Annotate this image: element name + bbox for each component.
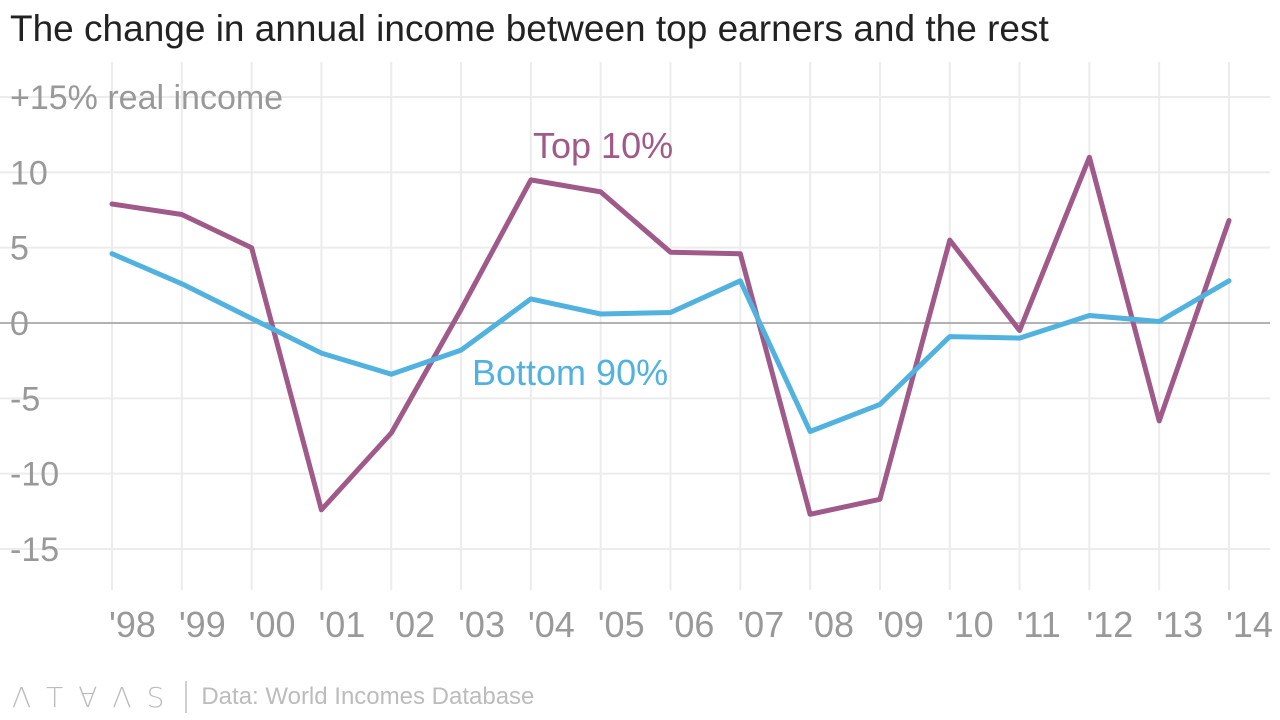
chart-title: The change in annual income between top …: [10, 8, 1049, 49]
y-tick-label: 10: [10, 154, 48, 192]
x-axis-labels: '98 '99 '00 '01 '02 '03 '04 '05 '06 '07 '08 '09 '10 '…: [109, 604, 1273, 645]
x-tick-label: '10: [947, 604, 994, 645]
x-tick-label: '03: [458, 604, 505, 645]
x-tick-label: '04: [528, 604, 575, 645]
x-tick-label: '98: [109, 604, 156, 645]
atlas-logo: ΛT∀ΛS: [12, 680, 180, 714]
y-axis-top-label: +15% real income: [10, 79, 283, 117]
footer: ΛT∀ΛS Data: World Incomes Database: [12, 680, 534, 714]
series-labels: Top 10% Bottom 90%: [472, 125, 673, 393]
bottom-90-line: [109, 251, 1232, 434]
x-tick-label: '02: [388, 604, 435, 645]
line-chart: +15% real income 10 5 0 -5 -10 -15 '98 '99 '00 '0…: [0, 62, 1273, 645]
y-tick-label: 0: [10, 305, 29, 343]
x-tick-label: '01: [318, 604, 365, 645]
x-tick-label: '14: [1226, 604, 1273, 645]
x-tick-label: '11: [1017, 604, 1061, 645]
bottom-90-label: Bottom 90%: [472, 352, 668, 393]
x-tick-label: '05: [598, 604, 645, 645]
top-10-line: [109, 154, 1232, 517]
x-tick-label: '13: [1156, 604, 1203, 645]
series-lines: [109, 154, 1232, 517]
y-tick-label: -10: [10, 456, 59, 494]
y-tick-label: 5: [10, 230, 29, 268]
x-tick-label: '06: [668, 604, 715, 645]
x-tick-label: '12: [1086, 604, 1133, 645]
footer-divider: [185, 681, 188, 713]
x-tick-label: '08: [807, 604, 854, 645]
x-tick-label: '07: [737, 604, 784, 645]
grid-lines: [0, 62, 1270, 590]
top-10-label: Top 10%: [533, 125, 673, 166]
source-note: Data: World Incomes Database: [201, 683, 535, 710]
x-tick-label: '99: [179, 604, 226, 645]
x-tick-label: '00: [249, 604, 296, 645]
x-tick-label: '09: [877, 604, 924, 645]
y-tick-label: -15: [10, 531, 59, 569]
y-tick-label: -5: [10, 380, 40, 418]
y-axis-labels: +15% real income 10 5 0 -5 -10 -15: [10, 79, 283, 569]
